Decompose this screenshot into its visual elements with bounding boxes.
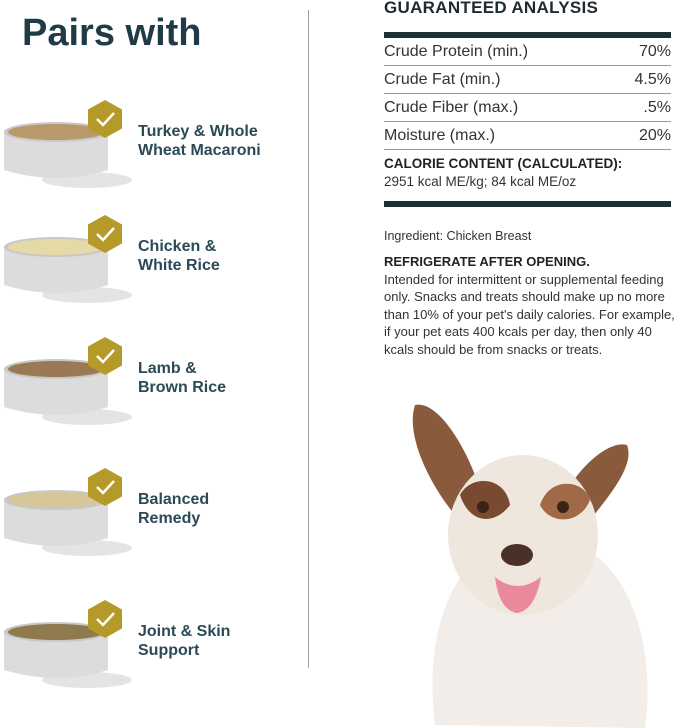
nutrient-value: 70% xyxy=(638,43,671,60)
analysis-row: Crude Fat (min.) 4.5% xyxy=(384,66,671,94)
dog-photo xyxy=(412,404,648,728)
check-badge xyxy=(88,337,122,375)
pair-label-line2: Remedy xyxy=(138,510,201,527)
check-badge xyxy=(88,468,122,506)
refrigerate-note: REFRIGERATE AFTER OPENING. Intended for … xyxy=(384,253,679,358)
pair-label: Turkey & Whole Wheat Macaroni xyxy=(138,122,261,160)
guaranteed-analysis: GUARANTEED ANALYSIS Crude Protein (min.)… xyxy=(384,0,671,207)
refrigerate-heading: REFRIGERATE AFTER OPENING. xyxy=(384,254,590,269)
food-bowl xyxy=(4,490,132,556)
analysis-row: Moisture (max.) 20% xyxy=(384,122,671,150)
pair-label-line2: White Rice xyxy=(138,257,220,274)
pair-label: Chicken & White Rice xyxy=(138,237,220,275)
check-badge xyxy=(88,215,122,253)
pair-label-line1: Turkey & Whole xyxy=(138,123,258,140)
check-icon xyxy=(96,612,115,627)
calorie-value: 2951 kcal ME/kg; 84 kcal ME/oz xyxy=(384,174,577,189)
pair-label-line1: Balanced xyxy=(138,491,210,508)
check-badge xyxy=(88,100,122,138)
nutrient-name: Moisture (max.) xyxy=(384,127,496,144)
nutrient-name: Crude Protein (min.) xyxy=(384,43,529,60)
check-icon xyxy=(96,112,115,127)
pair-label-line1: Lamb & xyxy=(138,360,197,377)
pair-label: Joint & Skin Support xyxy=(138,622,230,660)
nutrient-value: .5% xyxy=(643,99,671,116)
pair-label-line1: Joint & Skin xyxy=(138,623,231,640)
pair-item: Chicken & White Rice xyxy=(0,215,300,315)
check-icon xyxy=(96,349,115,364)
calorie-heading: CALORIE CONTENT (CALCULATED): xyxy=(384,156,623,171)
check-badge xyxy=(88,600,122,638)
pair-item: Turkey & Whole Wheat Macaroni xyxy=(0,100,300,200)
nutrient-name: Crude Fiber (max.) xyxy=(384,99,519,116)
nutrient-value: 20% xyxy=(638,127,671,144)
analysis-title: GUARANTEED ANALYSIS xyxy=(384,0,599,17)
ingredient-text: Ingredient: Chicken Breast xyxy=(384,229,532,243)
pair-label-line1: Chicken & xyxy=(138,238,217,255)
pair-label: Lamb & Brown Rice xyxy=(138,359,226,397)
check-icon xyxy=(96,480,115,495)
pair-label-line2: Support xyxy=(138,642,200,659)
pair-item: Joint & Skin Support xyxy=(0,600,300,700)
divider-bar xyxy=(384,32,671,38)
refrigerate-body: Intended for intermittent or supplementa… xyxy=(384,271,675,357)
pair-label-line2: Wheat Macaroni xyxy=(138,142,261,159)
pair-item: Balanced Remedy xyxy=(0,468,300,568)
divider xyxy=(308,10,309,668)
pair-item: Lamb & Brown Rice xyxy=(0,337,300,437)
food-bowl xyxy=(4,359,132,425)
analysis-row: Crude Protein (min.) 70% xyxy=(384,38,671,66)
divider-bar xyxy=(384,201,671,207)
check-icon xyxy=(96,227,115,242)
pair-label: Balanced Remedy xyxy=(138,490,209,528)
food-bowl xyxy=(4,122,132,188)
pair-label-line2: Brown Rice xyxy=(138,379,227,396)
analysis-row: Crude Fiber (max.) .5% xyxy=(384,94,671,122)
nutrient-name: Crude Fat (min.) xyxy=(384,71,501,88)
pairs-with-title: Pairs with xyxy=(22,12,202,54)
food-bowl xyxy=(4,622,132,688)
food-bowl xyxy=(4,237,132,303)
nutrient-value: 4.5% xyxy=(634,71,671,88)
